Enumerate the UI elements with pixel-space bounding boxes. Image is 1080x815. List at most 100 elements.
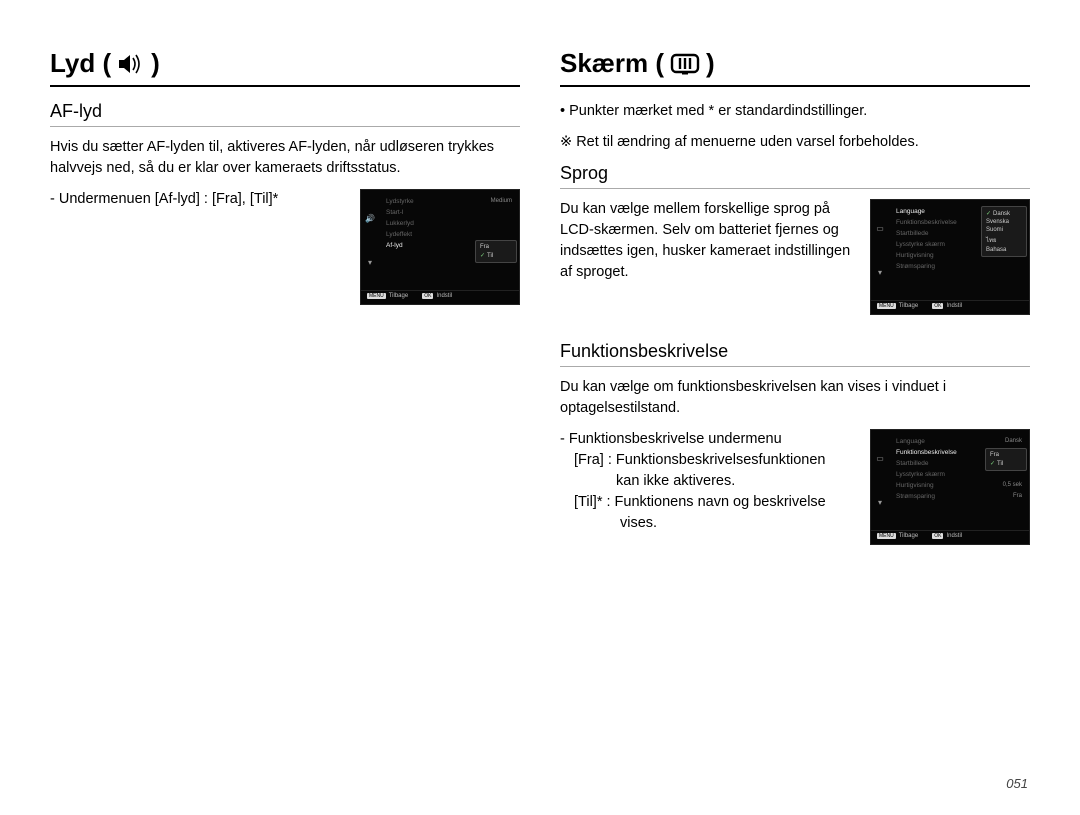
cam-item-label: Language	[896, 208, 925, 215]
foot-label: Tilbage	[899, 533, 918, 539]
popup-opt: Suomi	[984, 226, 1024, 234]
cam-item-val: Dansk	[1005, 438, 1022, 445]
popup-opt-selected: Til	[478, 251, 514, 260]
af-heading: AF-lyd	[50, 101, 520, 127]
popup-opt: ไทย	[984, 234, 1024, 246]
cam-sprog-foot: MENUTilbage OKIndstil	[871, 300, 1029, 311]
cam-item-val: Fra	[1013, 493, 1022, 500]
cam-funk-popup: Fra Til	[985, 448, 1027, 471]
popup-opt: Fra	[988, 451, 1024, 459]
af-screenshot: 🔊 ▾ Lydstyrke Medium Start-l Lukkerlyd Ly…	[360, 189, 520, 305]
cam-af-menu: Lydstyrke Medium Start-l Lukkerlyd Lydeff…	[379, 190, 519, 290]
funk-line3b: vises.	[620, 513, 852, 534]
speaker-icon	[117, 52, 145, 76]
cam-sprog-popup: Dansk Svenska Suomi ไทย Bahasa	[981, 206, 1027, 257]
sound-tab-icon: 🔊	[365, 214, 375, 223]
sprog-heading: Sprog	[560, 163, 1030, 189]
cam-item-label: Lydstyrke	[386, 198, 414, 205]
cam-item-label: Startbillede	[896, 460, 929, 467]
arrow-down-icon: ▾	[368, 258, 372, 267]
cam-funk-foot: MENUTilbage OKIndstil	[871, 530, 1029, 541]
note-1: • Punkter mærket med * er standardindsti…	[560, 101, 1030, 122]
foot-label: Tilbage	[899, 303, 918, 309]
popup-opt: Bahasa	[984, 246, 1024, 254]
funk-text: Funktionsbeskrivelse undermenu [Fra] : F…	[560, 429, 852, 544]
af-submenu: Undermenuen [Af-lyd] : [Fra], [Til]*	[50, 189, 342, 210]
bullet-prefix: •	[560, 103, 569, 119]
cam-item-label: Lukkerlyd	[386, 220, 414, 227]
af-desc: Hvis du sætter AF-lyden til, aktiveres A…	[50, 137, 520, 179]
lyd-title: Lyd ( )	[50, 48, 520, 87]
right-column: Skærm ( ) • Punkter mærket med * er stan…	[560, 48, 1030, 545]
funk-line3a: [Til]* : Funktionens navn og beskrivelse	[574, 492, 852, 513]
funk-screenshot: ▭ ▾ LanguageDansk Funktionsbeskrivelse S…	[870, 429, 1030, 545]
display-tab-icon: ▭	[876, 454, 884, 463]
cam-funk: ▭ ▾ LanguageDansk Funktionsbeskrivelse S…	[870, 429, 1030, 545]
popup-opt-selected: Dansk	[984, 209, 1024, 218]
foot-label: Tilbage	[389, 293, 408, 299]
page-columns: Lyd ( ) AF-lyd Hvis du sætter AF-lyden t…	[50, 48, 1030, 545]
display-tab-icon: ▭	[876, 224, 884, 233]
skaerm-title: Skærm ( )	[560, 48, 1030, 87]
cam-item-label: Language	[896, 438, 925, 445]
sprog-row: Du kan vælge mellem forskellige sprog på…	[560, 199, 1030, 315]
cam-sprog: ▭ ▾ Language Funktionsbeskrivelse Startb…	[870, 199, 1030, 315]
cam-item-val: Medium	[491, 198, 512, 205]
foot-label: Indstil	[946, 303, 962, 309]
foot-key: MENU	[877, 533, 896, 539]
foot-key: OK	[422, 293, 433, 299]
foot-key: OK	[932, 533, 943, 539]
cam-item-label: Start-l	[386, 209, 403, 216]
skaerm-title-text: Skærm (	[560, 48, 664, 79]
funk-heading: Funktionsbeskrivelse	[560, 341, 1030, 367]
cam-item-label: Af-lyd	[386, 242, 403, 249]
af-submenu-wrap: Undermenuen [Af-lyd] : [Fra], [Til]*	[50, 189, 342, 220]
cam-af-popup: Fra Til	[475, 240, 517, 263]
note-2: ※ Ret til ændring af menuerne uden varse…	[560, 132, 1030, 153]
cam-item-label: Funktionsbeskrivelse	[896, 219, 957, 226]
skaerm-title-close: )	[706, 48, 715, 79]
foot-label: Indstil	[946, 533, 962, 539]
cam-side-icons: ▭ ▾	[871, 200, 889, 300]
foot-key: OK	[932, 303, 943, 309]
lyd-title-close: )	[151, 48, 160, 79]
cam-funk-menu: LanguageDansk Funktionsbeskrivelse Start…	[889, 430, 1029, 530]
cam-item-label: Hurtigvisning	[896, 252, 934, 259]
cam-item-label: Hurtigvisning	[896, 482, 934, 489]
page-number: 051	[1006, 776, 1028, 791]
cam-item-label: Lysstyrke skærm	[896, 241, 945, 248]
af-row: Undermenuen [Af-lyd] : [Fra], [Til]* 🔊 ▾…	[50, 189, 520, 305]
cam-item-label: Lydeffekt	[386, 231, 412, 238]
funk-line2b: kan ikke aktiveres.	[616, 471, 852, 492]
popup-opt: Fra	[478, 243, 514, 251]
display-icon	[670, 52, 700, 76]
funk-desc: Du kan vælge om funktionsbeskrivelsen ka…	[560, 377, 1030, 419]
cam-item-label: Strømsparing	[896, 263, 935, 270]
cam-af: 🔊 ▾ Lydstyrke Medium Start-l Lukkerlyd Ly…	[360, 189, 520, 305]
note-text: Ret til ændring af menuerne uden varsel …	[576, 134, 919, 150]
cam-item-label: Strømsparing	[896, 493, 935, 500]
foot-key: MENU	[367, 293, 386, 299]
cam-side-icons: 🔊 ▾	[361, 190, 379, 290]
sprog-desc: Du kan vælge mellem forskellige sprog på…	[560, 199, 852, 283]
arrow-down-icon: ▾	[878, 268, 882, 277]
cam-item-label: Lysstyrke skærm	[896, 471, 945, 478]
funk-line2a: [Fra] : Funktionsbeskrivelsesfunktionen	[574, 450, 852, 471]
popup-opt: Svenska	[984, 218, 1024, 226]
cam-item-label: Startbillede	[896, 230, 929, 237]
popup-opt-selected: Til	[988, 459, 1024, 468]
cam-side-icons: ▭ ▾	[871, 430, 889, 530]
foot-label: Indstil	[436, 293, 452, 299]
cam-af-foot: MENUTilbage OKIndstil	[361, 290, 519, 301]
sprog-screenshot: ▭ ▾ Language Funktionsbeskrivelse Startb…	[870, 199, 1030, 315]
foot-key: MENU	[877, 303, 896, 309]
left-column: Lyd ( ) AF-lyd Hvis du sætter AF-lyden t…	[50, 48, 520, 545]
note-text: Punkter mærket med * er standardindstill…	[569, 103, 867, 119]
funk-row: Funktionsbeskrivelse undermenu [Fra] : F…	[560, 429, 1030, 545]
bullet-prefix: ※	[560, 134, 576, 150]
lyd-title-text: Lyd (	[50, 48, 111, 79]
cam-sprog-menu: Language Funktionsbeskrivelse Startbille…	[889, 200, 1029, 300]
arrow-down-icon: ▾	[878, 498, 882, 507]
funk-line1: Funktionsbeskrivelse undermenu	[560, 429, 852, 450]
cam-item-val: 0,5 sek	[1003, 482, 1022, 489]
